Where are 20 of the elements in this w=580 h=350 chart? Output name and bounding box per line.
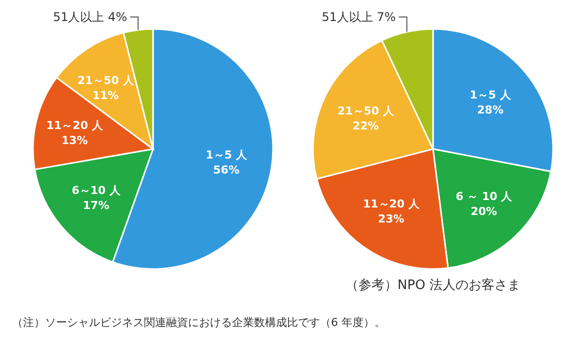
slice-label: 1～5 人 [206, 148, 248, 162]
data-label: 22% [352, 119, 379, 132]
data-label: 11% [92, 89, 119, 102]
data-label: 23% [378, 212, 404, 226]
slice-label: 6 ～ 10 人 [456, 190, 514, 204]
slice-label: 51人以上 7% [322, 10, 396, 24]
data-label: 17% [82, 198, 110, 212]
slice-label: 51人以上 4% [52, 10, 128, 24]
data-label: 28% [477, 104, 504, 117]
data-label: 13% [61, 134, 88, 147]
slice-label: 21～50 人 [337, 104, 395, 118]
data-label: 20% [470, 205, 498, 218]
slice-label: 11～20 人 [46, 118, 104, 132]
slice-label: 6～10 人 [72, 184, 122, 197]
text: （参考）NPO 法人のお客さま [346, 277, 520, 293]
slice-label: 11～20 人 [362, 198, 420, 211]
slice-label: 21～50 人 [77, 74, 135, 88]
data-label: 56% [213, 164, 240, 177]
text: （注）ソーシャルビジネス関連融資における企業数構成比です（6 年度）。 [12, 316, 386, 329]
slice-label: 1～5 人 [470, 88, 512, 102]
